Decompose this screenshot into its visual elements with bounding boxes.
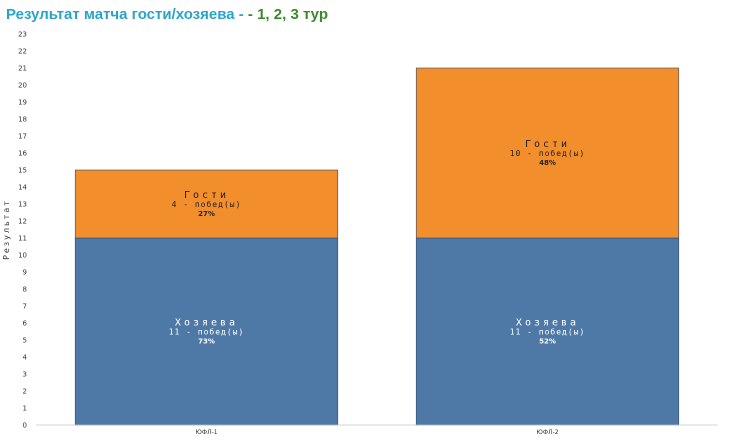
- y-tick-label: 22: [18, 48, 27, 56]
- y-axis: 01234567891011121314151617181920212223Ре…: [2, 31, 28, 430]
- bar-segment-wins-label: 11 - побед(ы): [510, 327, 586, 337]
- y-tick-label: 19: [18, 99, 27, 107]
- y-tick-label: 16: [18, 150, 27, 158]
- chart-title-main: Результат матча гости/хозяева -: [6, 6, 248, 23]
- bar-segment-label: Хозяева: [175, 318, 238, 329]
- bar-segment-label: Гости: [184, 190, 229, 201]
- bar-segment: [415, 237, 680, 426]
- bar-segment: [74, 237, 339, 426]
- bar-segment-percent-label: 52%: [539, 338, 556, 346]
- x-category-label: ЮФЛ-2: [536, 429, 558, 436]
- bar-segment-label: Хозяева: [516, 318, 579, 329]
- bar-segment-wins-label: 10 - побед(ы): [510, 148, 586, 158]
- x-category-label: ЮФЛ-1: [195, 429, 217, 436]
- y-tick-label: 10: [18, 252, 27, 260]
- bar-segment-label: Гости: [525, 139, 570, 150]
- y-tick-label: 11: [18, 235, 27, 243]
- chart-title: Результат матча гости/хозяева - - 1, 2, …: [6, 6, 328, 23]
- y-tick-label: 14: [18, 184, 27, 192]
- y-tick-label: 23: [18, 31, 27, 39]
- y-tick-label: 6: [23, 320, 28, 328]
- y-tick-label: 17: [18, 133, 27, 141]
- y-tick-label: 12: [18, 218, 27, 226]
- bar-segment-wins-label: 4 - побед(ы): [172, 199, 242, 209]
- y-tick-label: 18: [18, 116, 27, 124]
- y-tick-label: 7: [23, 303, 27, 311]
- bar-segment-percent-label: 73%: [198, 338, 215, 346]
- bar-segment-percent-label: 27%: [198, 210, 215, 218]
- bar-segment-percent-label: 48%: [539, 159, 556, 167]
- bar-segment-wins-label: 11 - побед(ы): [169, 327, 245, 337]
- y-tick-label: 5: [23, 337, 27, 345]
- y-tick-label: 20: [18, 82, 27, 90]
- bar-segment: [415, 67, 680, 239]
- y-tick-label: 13: [18, 201, 27, 209]
- y-tick-label: 4: [23, 354, 28, 362]
- y-tick-label: 9: [23, 269, 27, 277]
- y-tick-label: 1: [23, 405, 27, 413]
- y-tick-label: 3: [23, 371, 27, 379]
- y-tick-label: 2: [23, 388, 27, 396]
- y-tick-label: 0: [23, 422, 27, 430]
- x-axis: ЮФЛ-1 ЮФЛ-2: [36, 424, 718, 436]
- y-axis-title: Результат: [2, 199, 11, 260]
- y-tick-label: 21: [18, 65, 27, 73]
- chart-title-suffix: - 1, 2, 3 тур: [247, 6, 328, 23]
- y-tick-label: 8: [23, 286, 27, 294]
- bar-segment: [74, 169, 339, 239]
- y-tick-label: 15: [18, 167, 27, 175]
